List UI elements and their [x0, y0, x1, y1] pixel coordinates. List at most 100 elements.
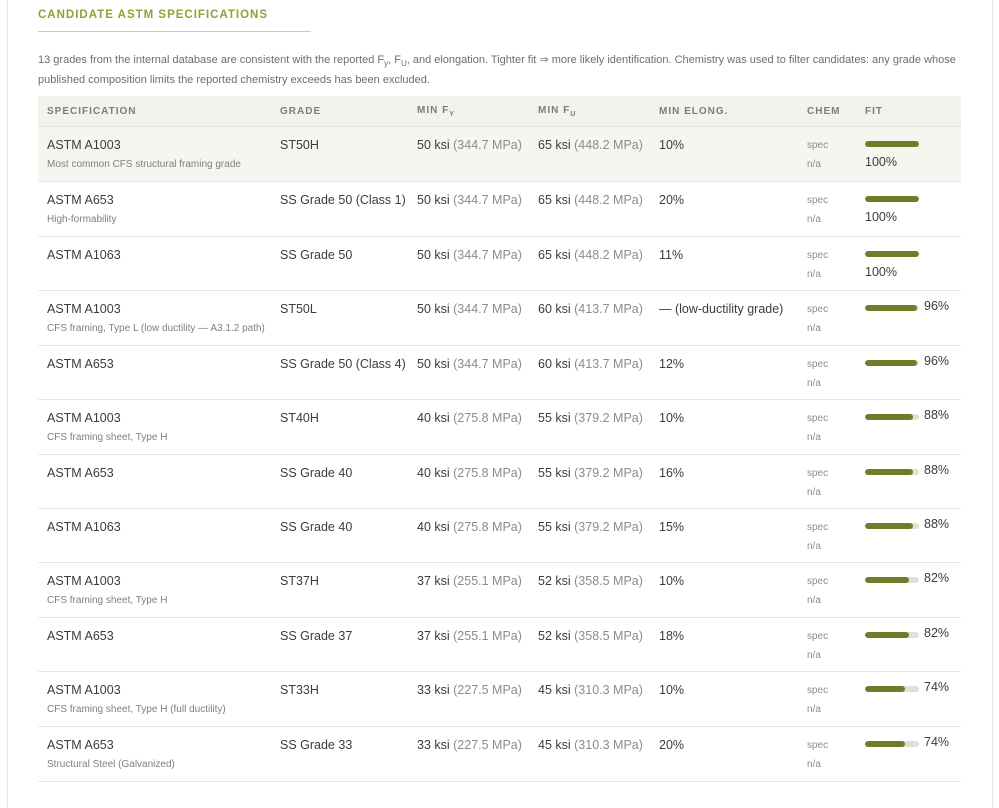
- fit-bar-fill: [865, 469, 913, 475]
- fit-indicator: 88%: [865, 517, 961, 556]
- fit-percent: 100%: [865, 210, 897, 224]
- fit-percent: 74%: [924, 735, 950, 749]
- table-row[interactable]: ASTM A653 Structural Steel (Galvanized) SS…: [38, 726, 961, 782]
- fu-mpa: (448.2 MPa): [574, 248, 643, 262]
- cell-min-fy: 50 ksi (344.7 MPa): [408, 345, 529, 400]
- fit-bar-fill: [865, 523, 913, 529]
- fu-ksi: 65 ksi: [538, 193, 571, 207]
- table-row[interactable]: ASTM A1003 CFS framing, Type L (low ducti…: [38, 290, 961, 346]
- fit-bar-fill: [865, 577, 910, 583]
- cell-min-fu: 65 ksi (448.2 MPa): [529, 181, 650, 237]
- cell-min-fu: 60 ksi (413.7 MPa): [529, 290, 650, 346]
- fit-indicator: 88%: [865, 408, 961, 447]
- col-specification: SPECIFICATION: [38, 96, 271, 127]
- table-row[interactable]: ASTM A653 SS Grade 50 (Class 4) 50 ksi (34…: [38, 345, 961, 400]
- col-min-fu-label: MIN F: [538, 104, 571, 116]
- fy-ksi: 50 ksi: [417, 138, 450, 152]
- fu-ksi: 55 ksi: [538, 466, 571, 480]
- chem-value: n/a: [807, 650, 821, 661]
- fit-bar-track: [865, 305, 919, 311]
- cell-chem: spec n/a: [798, 126, 856, 182]
- fu-mpa: (448.2 MPa): [574, 138, 643, 152]
- cell-grade: ST33H: [271, 671, 408, 727]
- cell-min-elong: 11%: [650, 236, 798, 291]
- fit-percent: 100%: [865, 155, 897, 169]
- col-min-fy: MIN FY: [408, 96, 529, 127]
- fy-ksi: 50 ksi: [417, 357, 450, 371]
- table-body: ASTM A1003 Most common CFS structural fra…: [38, 126, 961, 782]
- cell-specification: ASTM A1063: [38, 236, 271, 291]
- cell-grade: ST37H: [271, 562, 408, 618]
- table-row[interactable]: ASTM A1063 SS Grade 40 40 ksi (275.8 MPa) 5…: [38, 508, 961, 563]
- spec-name: ASTM A1003: [47, 302, 121, 316]
- table-row[interactable]: ASTM A1003 Most common CFS structural fra…: [38, 126, 961, 182]
- cell-specification: ASTM A653: [38, 617, 271, 672]
- fu-mpa: (379.2 MPa): [574, 520, 643, 534]
- cell-grade: ST40H: [271, 399, 408, 455]
- cell-grade: SS Grade 37: [271, 617, 408, 672]
- spec-name: ASTM A653: [47, 193, 114, 207]
- fit-bar-track: [865, 741, 919, 747]
- fy-ksi: 37 ksi: [417, 574, 450, 588]
- chem-spec: spec: [807, 250, 829, 261]
- fu-ksi: 55 ksi: [538, 411, 571, 425]
- chem-value: n/a: [807, 487, 821, 498]
- fit-percent: 82%: [924, 571, 950, 585]
- fit-bar-track: [865, 360, 919, 366]
- fit-indicator: 88%: [865, 463, 961, 502]
- table-row[interactable]: ASTM A1003 CFS framing sheet, Type H ST37H…: [38, 562, 961, 618]
- fu-mpa: (379.2 MPa): [574, 466, 643, 480]
- chem-value: n/a: [807, 704, 821, 715]
- cell-min-fu: 60 ksi (413.7 MPa): [529, 345, 650, 400]
- chem-value: n/a: [807, 595, 821, 606]
- spec-note: Most common CFS structural framing grade: [47, 159, 241, 170]
- cell-chem: spec n/a: [798, 671, 856, 727]
- cell-grade: ST50H: [271, 126, 408, 182]
- fit-indicator: 82%: [865, 626, 961, 665]
- col-chem: CHEM: [798, 96, 856, 127]
- col-min-fy-label: MIN F: [417, 104, 450, 116]
- cell-chem: spec n/a: [798, 236, 856, 291]
- fu-mpa: (448.2 MPa): [574, 193, 643, 207]
- chem-spec: spec: [807, 576, 829, 587]
- chem-spec: spec: [807, 195, 829, 206]
- fu-mpa: (413.7 MPa): [574, 357, 643, 371]
- fy-mpa: (344.7 MPa): [453, 138, 522, 152]
- chem-spec: spec: [807, 740, 829, 751]
- cell-min-elong: 15%: [650, 508, 798, 563]
- fy-mpa: (275.8 MPa): [453, 520, 522, 534]
- table-row[interactable]: ASTM A653 SS Grade 37 37 ksi (255.1 MPa) 52…: [38, 617, 961, 672]
- chem-spec: spec: [807, 631, 829, 642]
- spec-note: CFS framing sheet, Type H: [47, 595, 168, 606]
- table-row[interactable]: ASTM A1063 SS Grade 50 50 ksi (344.7 MPa) 6…: [38, 236, 961, 291]
- cell-min-fy: 40 ksi (275.8 MPa): [408, 454, 529, 509]
- cell-grade: SS Grade 40: [271, 454, 408, 509]
- fit-indicator: 82%: [865, 571, 961, 610]
- fu-ksi: 45 ksi: [538, 683, 571, 697]
- chem-spec: spec: [807, 304, 829, 315]
- fu-ksi: 65 ksi: [538, 248, 571, 262]
- cell-min-fu: 52 ksi (358.5 MPa): [529, 562, 650, 618]
- fit-bar-track: [865, 577, 919, 583]
- fit-bar-track: [865, 523, 919, 529]
- table-row[interactable]: ASTM A1003 CFS framing sheet, Type H ST40H…: [38, 399, 961, 455]
- cell-min-fy: 37 ksi (255.1 MPa): [408, 562, 529, 618]
- fu-mpa: (310.3 MPa): [574, 738, 643, 752]
- cell-min-fy: 33 ksi (227.5 MPa): [408, 726, 529, 782]
- cell-min-fu: 45 ksi (310.3 MPa): [529, 726, 650, 782]
- table-row[interactable]: ASTM A653 SS Grade 40 40 ksi (275.8 MPa) 55…: [38, 454, 961, 509]
- fit-bar-track: [865, 251, 919, 257]
- col-fit: FIT: [856, 96, 961, 127]
- cell-specification: ASTM A1003 CFS framing sheet, Type H: [38, 562, 271, 618]
- fu-ksi: 52 ksi: [538, 574, 571, 588]
- fu-mpa: (379.2 MPa): [574, 411, 643, 425]
- spec-panel: [7, 0, 993, 808]
- intro-part-1: 13 grades from the internal database are…: [38, 54, 385, 66]
- cell-specification: ASTM A1003 CFS framing sheet, Type H: [38, 399, 271, 455]
- cell-chem: spec n/a: [798, 508, 856, 563]
- cell-min-fy: 40 ksi (275.8 MPa): [408, 399, 529, 455]
- cell-grade: SS Grade 33: [271, 726, 408, 782]
- table-row[interactable]: ASTM A653 High-formability SS Grade 50 (Cl…: [38, 181, 961, 237]
- fy-mpa: (227.5 MPa): [453, 738, 522, 752]
- table-row[interactable]: ASTM A1003 CFS framing sheet, Type H (ful…: [38, 671, 961, 727]
